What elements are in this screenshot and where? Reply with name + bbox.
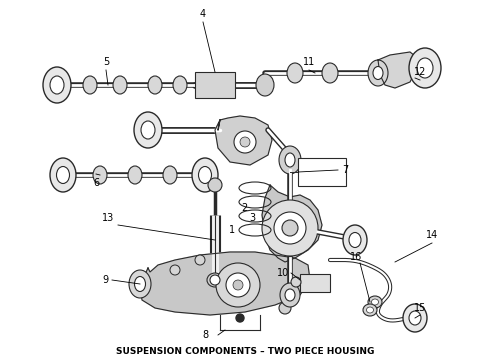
Circle shape [195,255,205,265]
Text: 7: 7 [342,165,348,175]
Text: 2: 2 [241,203,247,213]
Ellipse shape [279,146,301,174]
Ellipse shape [280,283,300,307]
Polygon shape [215,116,272,165]
Ellipse shape [363,304,377,316]
Ellipse shape [409,311,421,325]
Ellipse shape [368,296,382,308]
Ellipse shape [173,76,187,94]
Ellipse shape [192,158,218,192]
Ellipse shape [403,304,427,332]
Text: 5: 5 [103,57,109,67]
Ellipse shape [368,60,388,86]
Ellipse shape [371,299,378,305]
Text: 11: 11 [303,57,315,67]
Ellipse shape [113,76,127,94]
Ellipse shape [198,166,212,184]
Ellipse shape [134,112,162,148]
Circle shape [226,273,250,297]
Ellipse shape [128,166,142,184]
Ellipse shape [83,76,97,94]
Circle shape [216,263,260,307]
Ellipse shape [349,233,361,248]
Bar [300,274,330,292]
Polygon shape [378,52,420,88]
Text: 14: 14 [426,230,438,240]
Ellipse shape [56,166,70,184]
Ellipse shape [256,74,274,96]
Circle shape [170,265,180,275]
Text: 8: 8 [202,330,208,340]
Circle shape [236,314,244,322]
Ellipse shape [148,76,162,94]
Ellipse shape [285,289,295,301]
Text: 16: 16 [350,252,362,262]
Ellipse shape [367,307,373,313]
Text: 3: 3 [249,213,255,223]
Ellipse shape [50,76,64,94]
Ellipse shape [285,153,295,167]
Ellipse shape [50,158,76,192]
Ellipse shape [287,63,303,83]
Ellipse shape [129,270,151,298]
Text: 15: 15 [414,303,426,313]
Circle shape [262,200,318,256]
Text: SUSPENSION COMPONENTS – TWO PIECE HOUSING: SUSPENSION COMPONENTS – TWO PIECE HOUSIN… [116,347,374,356]
Circle shape [279,302,291,314]
Circle shape [234,131,256,153]
Text: 1: 1 [229,225,235,235]
Ellipse shape [322,63,338,83]
Bar [298,158,346,186]
Ellipse shape [141,121,155,139]
Ellipse shape [343,225,367,255]
Ellipse shape [163,166,177,184]
Ellipse shape [409,48,441,88]
Ellipse shape [373,67,383,80]
Ellipse shape [43,67,71,103]
Ellipse shape [208,178,222,192]
Circle shape [282,220,298,236]
Text: 12: 12 [414,67,426,77]
Polygon shape [140,252,310,315]
Circle shape [233,280,243,290]
Circle shape [291,277,301,287]
Circle shape [274,212,306,244]
Ellipse shape [134,276,146,292]
Circle shape [240,137,250,147]
Text: 6: 6 [93,178,99,188]
Ellipse shape [417,58,433,78]
Circle shape [210,275,220,285]
Polygon shape [262,185,322,262]
Text: 4: 4 [200,9,206,19]
Text: 13: 13 [102,213,114,223]
Ellipse shape [207,273,223,287]
Text: 9: 9 [102,275,108,285]
Text: 10: 10 [277,268,289,278]
Bar [195,72,235,98]
Ellipse shape [93,166,107,184]
